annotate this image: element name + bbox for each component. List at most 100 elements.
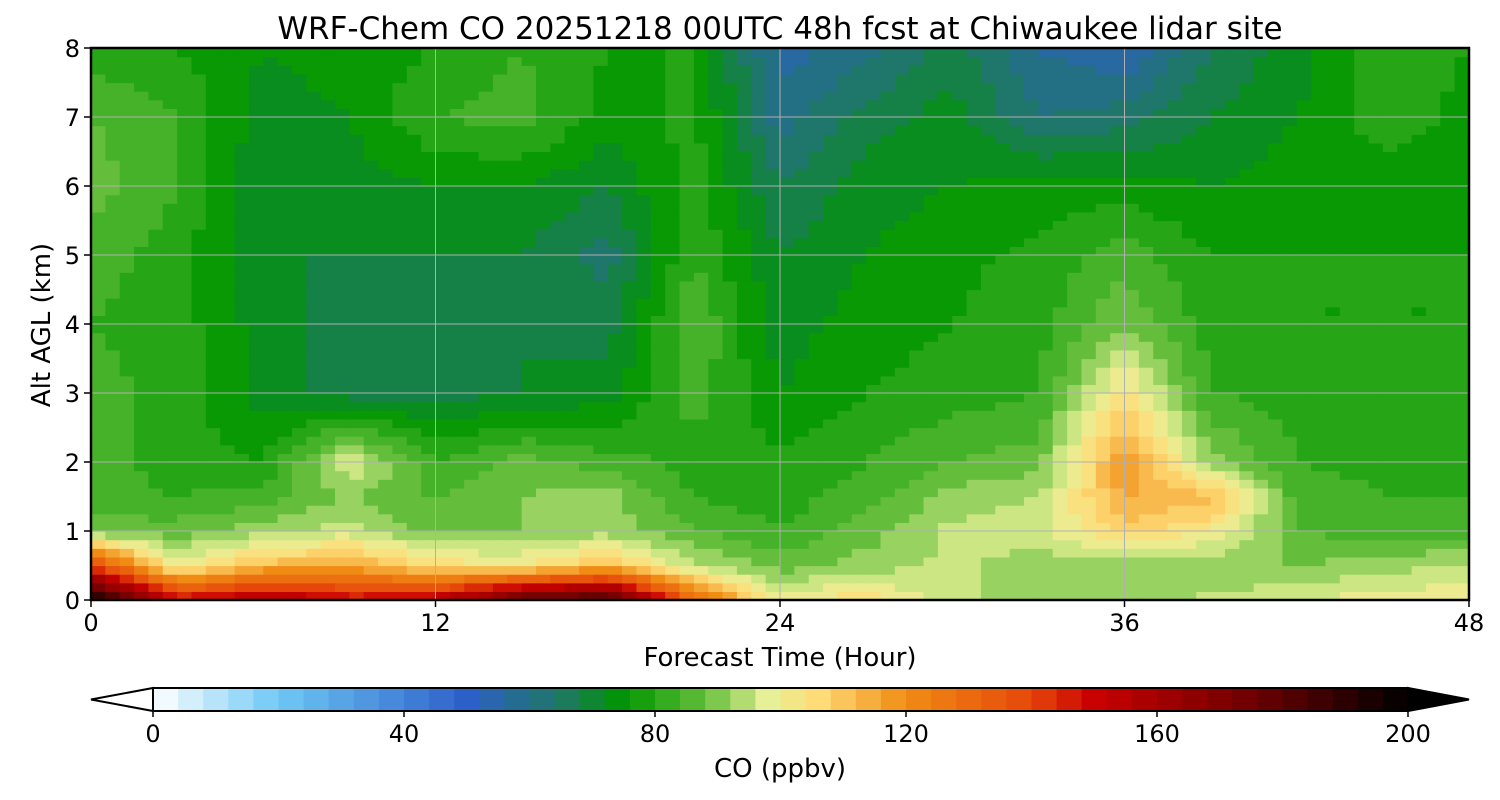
heatmap-cell bbox=[1339, 462, 1355, 472]
heatmap-cell bbox=[349, 531, 365, 541]
heatmap-cell bbox=[1382, 531, 1398, 541]
heatmap-cell bbox=[1282, 427, 1298, 437]
heatmap-cell bbox=[248, 539, 264, 549]
heatmap-cell bbox=[1253, 505, 1269, 515]
heatmap-cell bbox=[1311, 531, 1327, 541]
heatmap-cell bbox=[679, 263, 695, 273]
heatmap-cell bbox=[1009, 496, 1025, 506]
heatmap-cell bbox=[1425, 220, 1441, 230]
heatmap-cell bbox=[162, 522, 178, 532]
heatmap-cell bbox=[162, 246, 178, 256]
heatmap-cell bbox=[507, 418, 523, 429]
heatmap-cell bbox=[880, 375, 896, 385]
heatmap-cell bbox=[1325, 470, 1341, 480]
heatmap-cell bbox=[478, 349, 494, 360]
heatmap-cell bbox=[923, 341, 939, 351]
heatmap-cell bbox=[622, 410, 638, 420]
heatmap-cell bbox=[1196, 401, 1212, 411]
heatmap-cell bbox=[765, 505, 781, 515]
heatmap-cell bbox=[277, 220, 293, 230]
heatmap-cell bbox=[593, 367, 609, 377]
heatmap-cell bbox=[1181, 462, 1197, 472]
heatmap-cell bbox=[421, 272, 437, 282]
heatmap-cell bbox=[205, 315, 221, 325]
heatmap-cell bbox=[1239, 255, 1255, 265]
heatmap-cell bbox=[1411, 556, 1427, 567]
heatmap-cell bbox=[1440, 401, 1456, 411]
heatmap-cell bbox=[765, 453, 781, 463]
heatmap-cell bbox=[363, 186, 379, 196]
heatmap-cell bbox=[248, 358, 264, 368]
heatmap-cell bbox=[866, 548, 882, 558]
heatmap-cell bbox=[248, 229, 264, 239]
heatmap-cell bbox=[1024, 246, 1039, 256]
heatmap-cell bbox=[966, 418, 982, 429]
heatmap-cell bbox=[492, 418, 508, 429]
heatmap-cell bbox=[1224, 186, 1240, 196]
heatmap-cell bbox=[952, 306, 968, 316]
heatmap-cell bbox=[1354, 280, 1370, 291]
heatmap-cell bbox=[837, 401, 853, 411]
heatmap-cell bbox=[880, 410, 896, 420]
heatmap-cell bbox=[191, 349, 207, 360]
heatmap-cell bbox=[564, 367, 580, 377]
heatmap-cell bbox=[134, 393, 150, 403]
heatmap-cell bbox=[866, 237, 882, 247]
heatmap-cell bbox=[952, 341, 968, 351]
heatmap-cell bbox=[952, 496, 968, 506]
heatmap-cell bbox=[1296, 280, 1312, 291]
heatmap-cell bbox=[1268, 479, 1283, 489]
heatmap-cell bbox=[1095, 280, 1111, 291]
heatmap-cell bbox=[177, 401, 193, 411]
heatmap-cell bbox=[1382, 487, 1398, 498]
heatmap-cell bbox=[1081, 410, 1097, 420]
heatmap-cell bbox=[277, 255, 293, 265]
heatmap-cell bbox=[1411, 384, 1427, 394]
heatmap-cell bbox=[622, 574, 638, 584]
heatmap-cell bbox=[736, 427, 752, 437]
heatmap-cell bbox=[1153, 263, 1169, 273]
heatmap-cell bbox=[1325, 160, 1341, 170]
heatmap-cell bbox=[320, 289, 336, 299]
heatmap-cell bbox=[220, 401, 236, 411]
heatmap-cell bbox=[320, 367, 336, 377]
heatmap-cell bbox=[995, 539, 1011, 549]
heatmap-cell bbox=[693, 246, 709, 256]
heatmap-cell bbox=[1110, 306, 1126, 316]
heatmap-cell bbox=[1110, 401, 1126, 411]
heatmap-cell bbox=[650, 539, 666, 549]
heatmap-cell bbox=[708, 246, 724, 256]
heatmap-cell bbox=[607, 496, 623, 506]
heatmap-cell bbox=[751, 496, 767, 506]
heatmap-cell bbox=[966, 505, 982, 515]
heatmap-cell bbox=[220, 496, 236, 506]
heatmap-cell bbox=[952, 565, 968, 575]
heatmap-cell bbox=[1138, 487, 1154, 498]
heatmap-cell bbox=[335, 186, 350, 196]
heatmap-cell bbox=[650, 203, 666, 213]
heatmap-cell bbox=[1038, 384, 1054, 394]
heatmap-cell bbox=[794, 574, 810, 584]
heatmap-cell bbox=[1224, 531, 1240, 541]
heatmap-cell bbox=[980, 539, 996, 549]
heatmap-cell bbox=[234, 255, 250, 265]
heatmap-cell bbox=[1253, 194, 1269, 204]
heatmap-cell bbox=[392, 548, 408, 558]
heatmap-cell bbox=[134, 332, 150, 342]
heatmap-cell bbox=[1196, 393, 1212, 403]
heatmap-cell bbox=[736, 470, 752, 480]
heatmap-cell bbox=[579, 556, 594, 567]
heatmap-cell bbox=[880, 272, 896, 282]
heatmap-cell bbox=[550, 289, 566, 299]
heatmap-cell bbox=[349, 367, 365, 377]
heatmap-cell bbox=[1296, 444, 1312, 454]
heatmap-cell bbox=[220, 436, 236, 446]
heatmap-cell bbox=[995, 194, 1011, 204]
heatmap-cell bbox=[837, 410, 853, 420]
heatmap-cell bbox=[851, 591, 867, 601]
heatmap-cell bbox=[851, 393, 867, 403]
heatmap-cell bbox=[1210, 211, 1226, 222]
heatmap-cell bbox=[722, 160, 738, 170]
heatmap-cell bbox=[378, 298, 394, 308]
heatmap-cell bbox=[851, 280, 867, 291]
